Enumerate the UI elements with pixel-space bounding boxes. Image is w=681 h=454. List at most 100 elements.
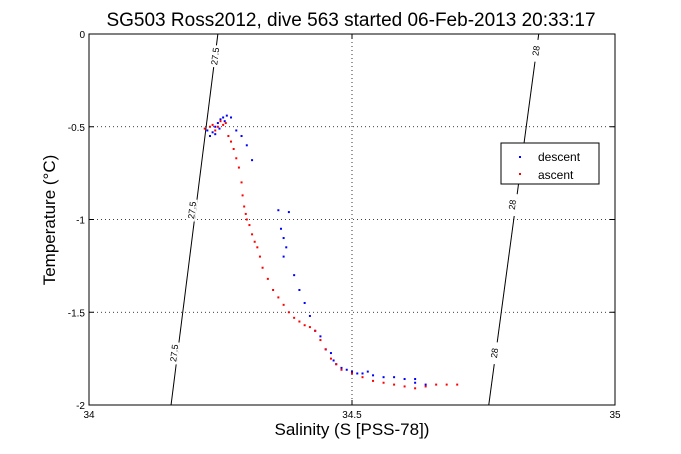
ascent-point bbox=[435, 383, 438, 386]
legend-box bbox=[500, 142, 600, 185]
x-tick-label: 35 bbox=[609, 410, 621, 421]
descent-point bbox=[308, 314, 311, 317]
ascent-point bbox=[261, 266, 264, 269]
descent-point bbox=[223, 120, 226, 123]
chart-title: SG503 Ross2012, dive 563 started 06-Feb-… bbox=[106, 10, 595, 31]
ascent-point bbox=[237, 166, 240, 169]
ascent-point bbox=[361, 376, 364, 379]
ascent-point bbox=[329, 357, 332, 360]
ascent-point bbox=[272, 288, 275, 291]
legend-label-descent: descent bbox=[538, 150, 581, 164]
descent-point bbox=[277, 209, 280, 212]
descent-point bbox=[414, 378, 417, 381]
descent-point bbox=[230, 116, 233, 119]
axis-ticks: 34 34.5 35 0 -0.5 -1 -1.5 -2 bbox=[68, 30, 621, 421]
ascent-point bbox=[319, 339, 322, 342]
x-tick-label: 34.5 bbox=[342, 410, 362, 421]
descent-point bbox=[382, 376, 385, 379]
ascent-point bbox=[277, 296, 280, 299]
contour-label-backing bbox=[530, 39, 542, 63]
ascent-point bbox=[335, 363, 338, 366]
ascent-point bbox=[244, 212, 247, 215]
ascent-point bbox=[414, 387, 417, 390]
descent-point bbox=[282, 237, 285, 240]
ascent-point bbox=[324, 348, 327, 351]
ascent-point bbox=[203, 127, 206, 130]
ascent-point bbox=[287, 311, 290, 314]
ascent-point bbox=[298, 320, 301, 323]
ascent-point bbox=[314, 329, 317, 332]
ascent-point bbox=[372, 379, 375, 382]
y-tick-label: -2 bbox=[76, 401, 85, 412]
contour-label-backing bbox=[506, 193, 518, 217]
ascent-point bbox=[211, 123, 214, 126]
contour-label: 28 bbox=[530, 45, 541, 56]
contour-label-backing bbox=[168, 341, 180, 365]
ascent-point bbox=[251, 233, 254, 236]
descent-point bbox=[219, 118, 222, 121]
ascent-point bbox=[230, 140, 233, 143]
ascent-point bbox=[445, 383, 448, 386]
descent-point bbox=[222, 116, 225, 119]
ascent-point bbox=[248, 224, 251, 227]
descent-point bbox=[372, 374, 375, 377]
ascent-point bbox=[303, 324, 306, 327]
legend-marker-descent bbox=[519, 156, 521, 158]
ascent-point bbox=[208, 125, 211, 128]
descent-point bbox=[282, 255, 285, 258]
descent-point bbox=[414, 381, 417, 384]
descent-point bbox=[393, 376, 396, 379]
ascent-point bbox=[243, 205, 246, 208]
ascent-point bbox=[235, 157, 238, 160]
descent-point bbox=[216, 122, 219, 125]
descent-point bbox=[424, 383, 427, 386]
ascent-point bbox=[241, 194, 244, 197]
ascent-point bbox=[456, 383, 459, 386]
descent-point bbox=[356, 372, 359, 375]
descent-point bbox=[214, 133, 217, 136]
contour-label: 28 bbox=[507, 199, 518, 210]
legend-marker-ascent bbox=[519, 173, 521, 175]
ascent-point bbox=[214, 129, 217, 132]
contour-label-backing bbox=[489, 341, 500, 365]
y-tick-label: -1 bbox=[76, 216, 85, 227]
descent-point bbox=[403, 378, 406, 381]
ascent-point bbox=[227, 135, 230, 138]
plot-frame bbox=[88, 33, 616, 406]
ascent-point bbox=[403, 385, 406, 388]
grid-lines bbox=[89, 34, 615, 405]
ascent-point bbox=[253, 240, 256, 243]
y-tick-label: -1.5 bbox=[68, 308, 86, 319]
descent-point bbox=[366, 370, 369, 373]
descent-point bbox=[340, 366, 343, 369]
descent-point bbox=[208, 135, 211, 138]
contour-label: 27.5 bbox=[209, 47, 221, 66]
descent-point bbox=[332, 359, 335, 362]
ascent-point bbox=[340, 368, 343, 371]
contour-label: 27.5 bbox=[168, 344, 180, 363]
ascent-point bbox=[245, 218, 248, 221]
ascent-point bbox=[222, 123, 225, 126]
descent-point bbox=[319, 335, 322, 338]
descent-point bbox=[235, 129, 238, 132]
descent-point bbox=[361, 372, 364, 375]
descent-point bbox=[345, 368, 348, 371]
descent-point bbox=[240, 135, 243, 138]
ascent-point bbox=[308, 326, 311, 329]
descent-point bbox=[225, 114, 228, 117]
descent-point bbox=[214, 125, 217, 128]
descent-point bbox=[206, 129, 209, 132]
ascent-point bbox=[293, 316, 296, 319]
ascent-point bbox=[232, 148, 235, 151]
ascent-point bbox=[351, 372, 353, 375]
descent-point bbox=[293, 274, 296, 277]
descent-point bbox=[351, 370, 353, 373]
x-tick-label: 34 bbox=[83, 410, 95, 421]
density-contours: 27.5 27.5 27.5 28 28 28 bbox=[168, 33, 542, 406]
y-tick-label: 0 bbox=[79, 30, 85, 41]
legend: descent ascent bbox=[500, 142, 600, 185]
descent-point bbox=[251, 159, 254, 162]
descent-point bbox=[211, 131, 214, 134]
contour-label: 28 bbox=[489, 347, 500, 358]
descent-point bbox=[218, 127, 221, 130]
